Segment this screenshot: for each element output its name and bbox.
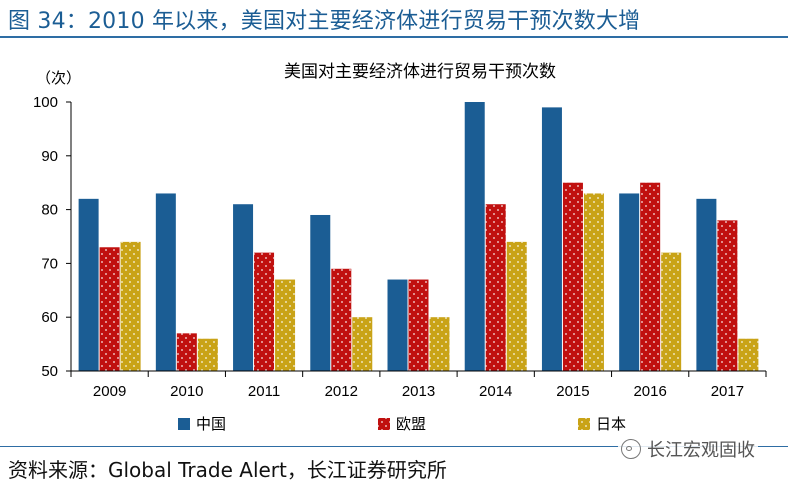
x-tick-label: 2017 [711,383,744,400]
bar-texture [485,204,506,371]
y-tick-label: 100 [33,94,58,111]
x-tick-label: 2016 [633,383,666,400]
bar-2010-欧盟 [176,333,197,371]
bar-2017-中国 [696,198,717,371]
x-tick-label: 2011 [248,383,280,400]
bar-2011-中国 [233,204,254,371]
bar-texture [254,252,275,371]
bar-2010-日本 [197,338,218,371]
bar-fill [387,279,408,371]
bar-2014-中国 [464,102,485,371]
bar-2014-欧盟 [485,204,506,371]
legend-swatch-texture [378,418,390,430]
bar-texture [738,338,759,371]
x-tick-label: 2015 [556,383,589,400]
bar-fill [464,102,485,371]
bar-2016-日本 [661,252,682,371]
legend-label: 日本 [596,416,626,433]
bar-texture [661,252,682,371]
legend-label: 中国 [196,416,226,433]
x-tick-label: 2013 [402,383,435,400]
bar-2016-中国 [619,193,640,371]
bar-2017-欧盟 [717,220,738,371]
y-tick-label: 50 [41,363,58,380]
bar-fill [696,198,717,371]
bar-chart: 美国对主要经济体进行贸易干预次数 （次） 50 60 70 80 90 100 2009 20… [33,62,767,433]
bar-2013-中国 [387,279,408,371]
wechat-icon [621,439,641,459]
legend-label: 欧盟 [396,416,426,433]
x-tick-label: 2014 [479,383,512,400]
y-tick-label: 60 [41,309,58,326]
bar-texture [176,333,197,371]
bar-fill [233,204,254,371]
bar-texture [717,220,738,371]
bar-texture [99,247,120,371]
bar-fill [541,107,562,371]
bar-2013-日本 [429,317,450,371]
bar-texture [352,317,373,371]
y-tick-label: 70 [41,255,58,272]
bar-2011-日本 [275,279,296,371]
bar-2016-欧盟 [640,182,661,371]
bar-2009-欧盟 [99,247,120,371]
legend-item-欧盟: 欧盟 [378,416,426,433]
legend-item-中国: 中国 [178,416,226,433]
bar-texture [331,268,352,371]
bar-texture [583,193,604,371]
bar-2009-中国 [78,198,99,371]
bar-texture [429,317,450,371]
figure-title: 图 34：2010 年以来，美国对主要经济体进行贸易干预次数大增 [8,9,641,34]
bar-2009-日本 [120,241,141,371]
bar-2015-中国 [541,107,562,371]
legend-item-日本: 日本 [578,416,626,433]
y-axis-label: （次） [36,70,81,87]
bar-fill [155,193,176,371]
x-tick-label: 2009 [93,383,126,400]
bar-2010-中国 [155,193,176,371]
legend-swatch-texture [578,418,590,430]
title-divider [0,36,788,38]
bar-2015-日本 [583,193,604,371]
y-tick-label: 80 [41,202,58,219]
chart-title: 美国对主要经济体进行贸易干预次数 [284,62,556,81]
bar-texture [197,338,218,371]
bar-texture [120,241,141,371]
bar-2015-欧盟 [562,182,583,371]
bar-2014-日本 [506,241,527,371]
bar-2012-中国 [310,214,331,371]
bar-fill [78,198,99,371]
bar-2017-日本 [738,338,759,371]
legend: 中国 欧盟 日本 [178,416,626,433]
plot-area: 50 60 70 80 90 100 2009 2010 2011 2012 2013 2014 201… [33,94,767,400]
bar-2012-日本 [352,317,373,371]
legend-swatch [178,418,190,430]
bar-2012-欧盟 [331,268,352,371]
bar-texture [640,182,661,371]
bar-texture [408,279,429,371]
source-note: 资料来源：Global Trade Alert，长江证券研究所 [8,458,447,482]
x-tick-label: 2012 [325,383,358,400]
bar-fill [310,214,331,371]
bar-2011-欧盟 [254,252,275,371]
watermark-text: 长江宏观固收 [647,440,755,461]
bar-texture [506,241,527,371]
bar-texture [562,182,583,371]
bar-texture [275,279,296,371]
watermark: 长江宏观固收 [618,436,758,462]
x-tick-label: 2010 [170,383,203,400]
bar-2013-欧盟 [408,279,429,371]
bar-fill [619,193,640,371]
source-divider [0,446,788,447]
y-tick-label: 90 [41,148,58,165]
